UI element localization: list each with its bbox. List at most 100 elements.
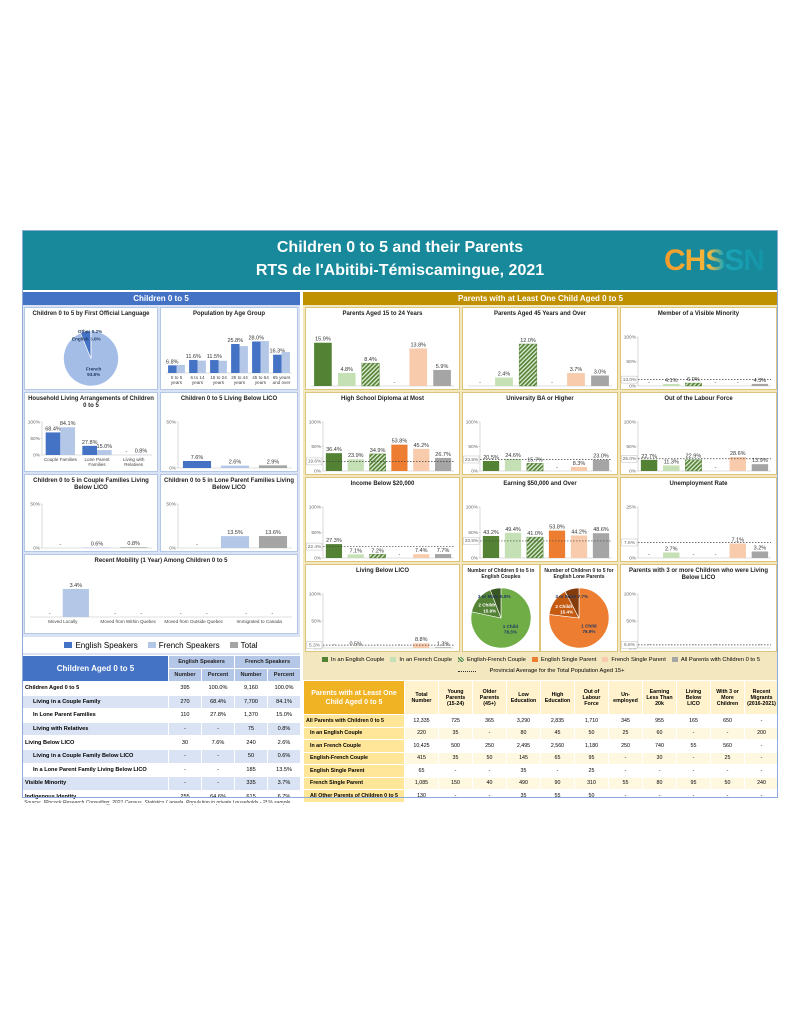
table-cell: 345	[608, 714, 643, 728]
y-tick-label: 0%	[169, 465, 177, 471]
table-cell: 145	[506, 751, 541, 765]
value-label: 2.7%	[665, 546, 678, 552]
bar	[197, 360, 206, 373]
bar	[325, 453, 342, 471]
table-cell: 365	[472, 714, 507, 728]
value-label: 15.0%	[97, 444, 113, 450]
bar	[218, 360, 227, 373]
chart-panel: Income Below $20,000 0% 50% 100% 27.3% 7.1% 7.…	[305, 477, 460, 562]
legend-label: All Parents with Children 0 to 5	[680, 657, 761, 664]
value-label: 8.3%	[573, 461, 586, 467]
x-tick-label: 25 to 44 years	[231, 374, 248, 385]
chart-panel: Children 0 to 5 in Lone Parent Families …	[160, 474, 298, 552]
table-cell: 50	[574, 789, 609, 803]
value-label: 34.9%	[370, 448, 386, 454]
row-label: All Other Parents of Children 0 to 5	[303, 789, 405, 803]
table-cell: 255	[168, 789, 202, 805]
y-tick-label: 0%	[314, 555, 322, 561]
table-cell: 200	[744, 726, 779, 740]
legend-swatch	[64, 642, 73, 649]
legend: English Speakers French Speakers Total	[22, 637, 300, 653]
table-cell: -	[472, 789, 507, 803]
table-row: In an French Couple 10,425 500 250 2,495 2,56…	[303, 739, 779, 753]
table-cell: 90	[540, 776, 575, 790]
table-row: Visible Minority - -335 3.7%	[22, 776, 302, 791]
chart-title: University BA or Higher	[506, 396, 574, 402]
value-label: -	[196, 542, 198, 548]
plot: 0% 50% 100% 36.4% 23.9% 34.9% 53.8% 45.2% 26.7% 1…	[306, 419, 454, 474]
value-label: 84.1%	[60, 421, 76, 427]
bar	[258, 465, 288, 468]
bar	[495, 377, 513, 386]
table-cell: 30	[642, 751, 677, 765]
bar	[729, 456, 746, 471]
bar	[120, 547, 148, 548]
table-cell: 55	[608, 776, 643, 790]
table-cell: 50	[472, 751, 507, 765]
value-label: 4.1%	[665, 378, 678, 384]
logo: CHSSN	[663, 244, 765, 277]
pie-value-label: 6.0%	[90, 336, 100, 341]
table-cell: -	[200, 721, 236, 737]
value-label: 6.0%	[687, 377, 700, 383]
table-cell: -	[608, 764, 643, 778]
value-label: 23.9%	[348, 453, 364, 459]
legend-swatch	[602, 656, 609, 662]
table-cell: 150	[438, 776, 473, 790]
chart-panel: Parents Aged 15 to 24 Years 15.9% 4.8% 8.4%…	[305, 307, 460, 390]
bar	[640, 459, 658, 471]
value-label: -	[715, 552, 717, 558]
table-cell: 110	[168, 708, 202, 723]
y-tick-label: 0%	[629, 468, 637, 474]
group-header: French Speakers	[234, 655, 302, 669]
legend-item: English Speakers	[64, 640, 138, 650]
table-cell: 185	[234, 762, 269, 778]
table-cell: 395	[168, 681, 202, 696]
table-cell: -	[676, 726, 711, 740]
chart-panel: Children 0 to 5 by First Official Langua…	[24, 307, 158, 390]
y-tick-label: 100%	[624, 591, 637, 597]
table-cell: 740	[642, 739, 677, 753]
plot: - 3.4% - - - - - -	[30, 583, 292, 618]
value-label: -	[648, 642, 650, 648]
bar	[751, 464, 769, 471]
table-cell: 725	[438, 714, 473, 728]
pie-value-label: 78.3%	[504, 630, 517, 635]
y-tick-label: 100%	[624, 419, 637, 425]
chart-title: Parents Aged 45 Years and Over	[493, 311, 587, 317]
table-cell: -	[744, 789, 779, 803]
chart-title: Parents Aged 15 to 24 Years	[342, 311, 423, 317]
bar	[526, 463, 544, 472]
table-cell: 3,290	[506, 714, 541, 728]
row-label: Living in a Couple Family Below LICO	[22, 748, 169, 764]
table-cell: 1,180	[574, 739, 609, 753]
value-label: 2.9%	[267, 459, 280, 465]
table-cell: -	[710, 726, 745, 740]
bar	[176, 364, 185, 373]
table-row: In a Lone Parent Family Living Below LIC…	[22, 762, 302, 778]
table-cell: 35	[506, 764, 541, 778]
table-cell: 240	[744, 776, 779, 790]
table-cell: 7.6%	[200, 735, 236, 750]
legend-item: All Parents with Children 0 to 5	[671, 656, 761, 664]
row-label: In an English Couple	[303, 726, 405, 740]
table-cell: -	[168, 776, 202, 791]
row-label: English-French Couple	[303, 751, 405, 765]
value-label: 13.9%	[752, 458, 768, 464]
y-tick-label: 50%	[166, 419, 176, 425]
row-label: Living with Relatives	[22, 721, 169, 737]
bar	[391, 444, 408, 471]
y-tick-label: 100%	[309, 419, 322, 425]
chart-panel: Number of Children 0 to 5 for English Lo…	[540, 564, 618, 652]
chart-title: Children 0 to 5 by First Official Langua…	[32, 311, 150, 317]
bar	[567, 373, 585, 386]
value-label: 8.4%	[364, 357, 377, 363]
value-label: -	[398, 552, 400, 558]
legend-label: English Speakers	[75, 640, 138, 650]
y-tick-label: 0%	[314, 468, 322, 474]
legend-label: Provincial Average for the Total Populat…	[489, 668, 625, 674]
row-label: In an French Couple	[303, 739, 405, 753]
value-label: 22.7%	[641, 454, 657, 460]
x-tick-label: Lone Parent Families	[84, 456, 110, 467]
